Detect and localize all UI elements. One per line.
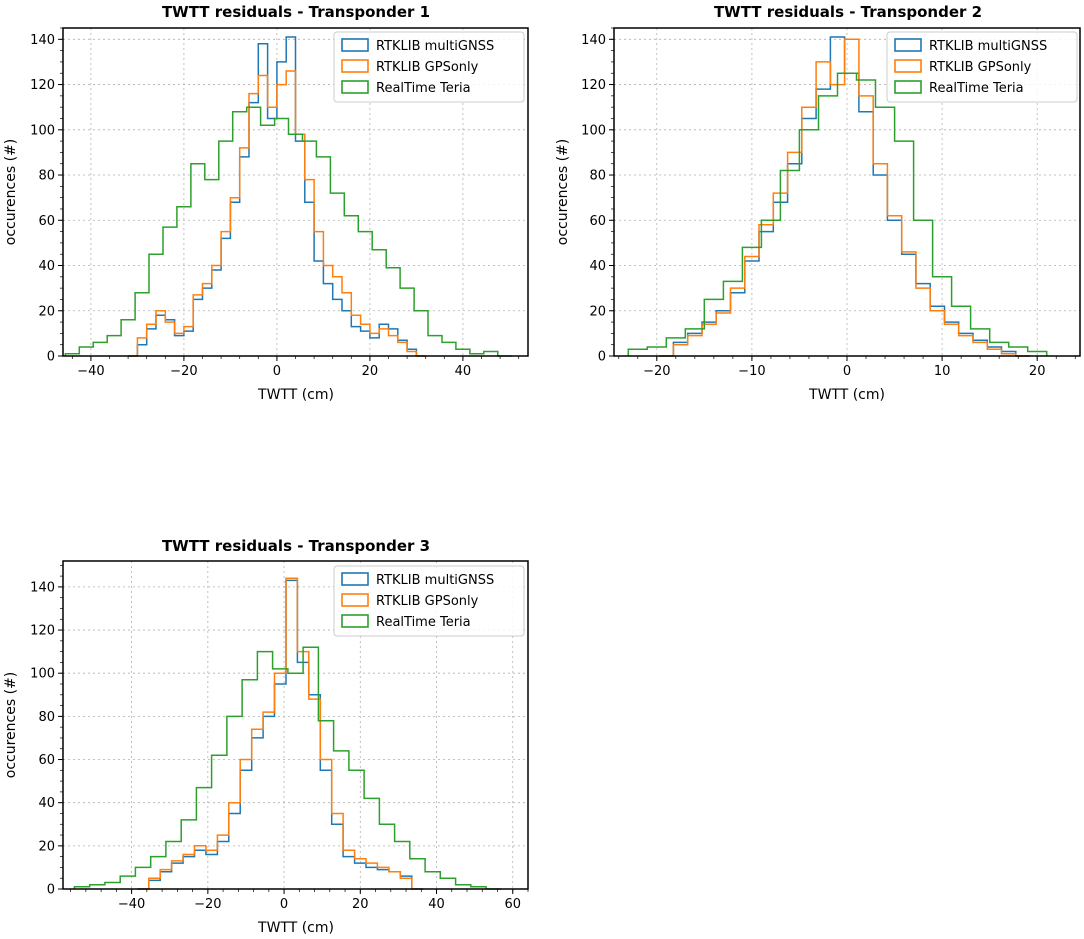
series-layer — [627, 36, 1048, 357]
x-tick-label: 60 — [504, 897, 521, 912]
y-tick-label: 100 — [30, 123, 55, 138]
series-layer — [73, 577, 502, 890]
y-tick-label: 120 — [581, 78, 606, 93]
plot-frame — [62, 560, 529, 890]
legend-label-teria: RealTime Teria — [929, 81, 1024, 96]
legend-swatch-multignss — [341, 572, 369, 586]
y-tick-label: 60 — [38, 753, 55, 768]
y-tick-label: 0 — [47, 350, 55, 365]
chart-transponder-1: TWTT residuals - Transponder 1 −40 −20 0 20… — [3, 3, 529, 403]
x-tick-label: 20 — [352, 897, 369, 912]
x-tick-label: 20 — [1029, 364, 1046, 379]
y-axis-label: occurences (#) — [3, 139, 19, 245]
legend: RTKLIB multiGNSS RTKLIB GPSonly RealTime… — [886, 31, 1078, 103]
x-tick-label: −20 — [194, 897, 221, 912]
legend: RTKLIB multiGNSS RTKLIB GPSonly RealTime… — [333, 31, 525, 103]
x-tick-label: 10 — [934, 364, 951, 379]
y-tick-label: 140 — [30, 580, 55, 595]
y-tick-label: 140 — [581, 33, 606, 48]
legend-swatch-teria — [341, 80, 369, 94]
y-tick-label: 140 — [30, 33, 55, 48]
legend-label-gpsonly: RTKLIB GPSonly — [376, 594, 479, 609]
legend-swatch-multignss — [341, 38, 369, 52]
legend: RTKLIB multiGNSS RTKLIB GPSonly RealTime… — [333, 565, 525, 637]
histogram-series-teria — [73, 646, 502, 890]
legend-label-teria: RealTime Teria — [376, 81, 471, 96]
chart-title: TWTT residuals - Transponder 2 — [714, 3, 982, 21]
y-tick-label: 40 — [589, 259, 606, 274]
legend-swatch-teria — [894, 80, 922, 94]
y-tick-label: 100 — [581, 123, 606, 138]
legend-box — [333, 565, 525, 637]
x-tick-label: −20 — [170, 364, 197, 379]
legend-label-multignss: RTKLIB multiGNSS — [929, 39, 1047, 54]
ticks: −20 −10 0 10 20 0 20 40 60 80 100 120 140 — [581, 27, 1076, 379]
legend-label-teria: RealTime Teria — [376, 615, 471, 630]
y-tick-label: 120 — [30, 78, 55, 93]
ticks: −40 −20 0 20 40 60 0 20 40 60 80 100 120 140 — [30, 564, 529, 912]
legend-box — [333, 31, 525, 103]
x-tick-label: −10 — [738, 364, 765, 379]
x-axis-label: TWTT (cm) — [257, 920, 334, 936]
y-tick-label: 20 — [589, 304, 606, 319]
x-tick-label: −40 — [77, 364, 104, 379]
chart-title: TWTT residuals - Transponder 1 — [162, 3, 430, 21]
y-tick-label: 80 — [589, 169, 606, 184]
legend-swatch-gpsonly — [894, 59, 922, 73]
legend-swatch-multignss — [894, 38, 922, 52]
legend-label-gpsonly: RTKLIB GPSonly — [929, 60, 1032, 75]
legend-swatch-gpsonly — [341, 59, 369, 73]
series-layer — [64, 36, 512, 357]
y-tick-label: 0 — [598, 350, 606, 365]
x-tick-label: 40 — [428, 897, 445, 912]
histogram-series-gpsonly — [659, 38, 1031, 357]
y-tick-label: 40 — [38, 259, 55, 274]
chart-transponder-3: TWTT residuals - Transponder 3 −40 −20 0 20… — [3, 537, 529, 936]
chart-title: TWTT residuals - Transponder 3 — [162, 537, 430, 555]
x-tick-label: 0 — [280, 897, 288, 912]
y-axis-label: occurences (#) — [555, 139, 571, 245]
x-tick-label: −20 — [643, 364, 670, 379]
y-tick-label: 80 — [38, 169, 55, 184]
y-tick-label: 120 — [30, 624, 55, 639]
y-tick-label: 100 — [30, 667, 55, 682]
x-tick-label: 20 — [362, 364, 379, 379]
x-tick-label: 40 — [455, 364, 472, 379]
y-tick-label: 20 — [38, 304, 55, 319]
x-tick-label: 0 — [273, 364, 281, 379]
legend-label-gpsonly: RTKLIB GPSonly — [376, 60, 479, 75]
histogram-series-gpsonly — [137, 577, 424, 890]
y-tick-label: 20 — [38, 839, 55, 854]
x-axis-label: TWTT (cm) — [808, 387, 885, 403]
y-tick-label: 0 — [47, 883, 55, 898]
legend-label-multignss: RTKLIB multiGNSS — [376, 39, 494, 54]
legend-swatch-gpsonly — [341, 593, 369, 607]
ticks: −40 −20 0 20 40 0 20 40 60 80 100 120 140 — [30, 27, 520, 379]
x-tick-label: −40 — [118, 897, 145, 912]
x-tick-label: 0 — [843, 364, 851, 379]
y-tick-label: 60 — [589, 214, 606, 229]
legend-swatch-teria — [341, 614, 369, 628]
histogram-series-gpsonly — [128, 70, 426, 357]
histogram-series-multignss — [137, 579, 424, 890]
histogram-series-teria — [627, 72, 1048, 356]
x-axis-label: TWTT (cm) — [257, 387, 334, 403]
y-tick-label: 60 — [38, 214, 55, 229]
chart-transponder-2: TWTT residuals - Transponder 2 −20 −10 0 10… — [555, 3, 1081, 403]
y-axis-label: occurences (#) — [3, 672, 19, 778]
y-tick-label: 80 — [38, 710, 55, 725]
legend-box — [886, 31, 1078, 103]
y-tick-label: 40 — [38, 796, 55, 811]
histogram-series-teria — [64, 106, 512, 357]
legend-label-multignss: RTKLIB multiGNSS — [376, 573, 494, 588]
